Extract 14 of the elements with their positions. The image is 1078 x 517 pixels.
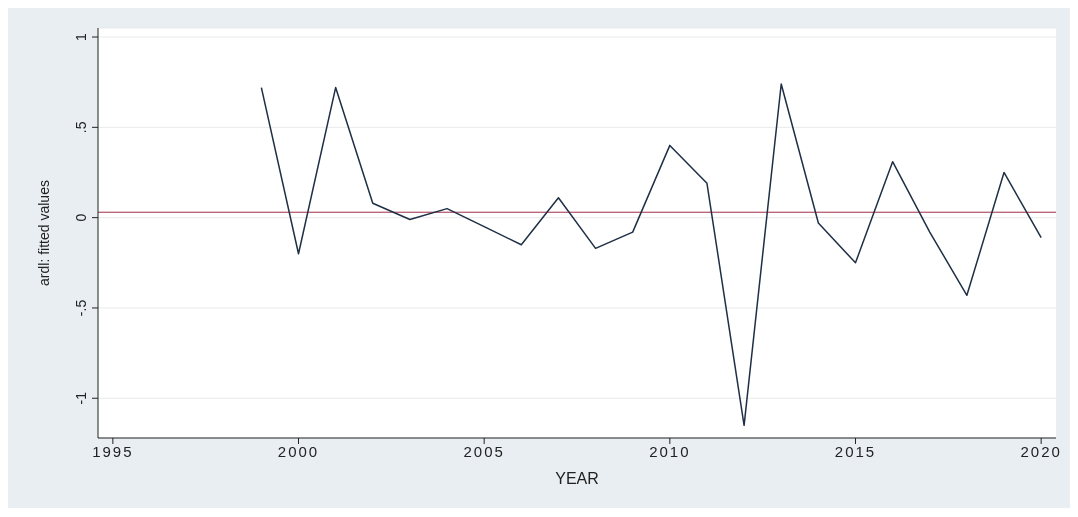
x-axis-title: YEAR (555, 470, 599, 487)
y-tick-label: -.5 (73, 299, 89, 317)
x-tick-label: 2005 (463, 442, 505, 460)
x-tick-label: 1995 (92, 442, 134, 460)
x-tick-label: 2015 (834, 442, 877, 460)
y-tick-label: -1 (73, 391, 89, 405)
y-tick-label: 0 (73, 213, 89, 222)
y-axis-title: ardl: fitted values (35, 180, 52, 286)
line-series (260, 83, 1042, 427)
x-tick-label: 2010 (649, 442, 691, 460)
x-tick-label: 2000 (277, 442, 320, 460)
x-tick-label: 2020 (1020, 442, 1062, 460)
y-tick-label: 1 (73, 32, 89, 41)
y-tick-label: .5 (73, 121, 89, 134)
